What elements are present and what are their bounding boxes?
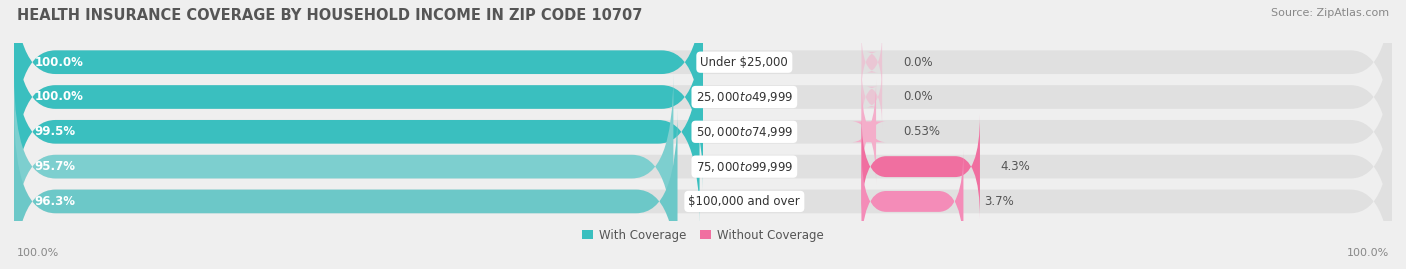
FancyBboxPatch shape (862, 66, 882, 128)
Text: 4.3%: 4.3% (1001, 160, 1031, 173)
FancyBboxPatch shape (14, 109, 1392, 269)
Text: 100.0%: 100.0% (35, 90, 83, 104)
FancyBboxPatch shape (862, 149, 963, 254)
Text: 100.0%: 100.0% (35, 56, 83, 69)
FancyBboxPatch shape (14, 74, 673, 259)
Text: $75,000 to $99,999: $75,000 to $99,999 (696, 160, 793, 174)
FancyBboxPatch shape (14, 109, 678, 269)
Text: 95.7%: 95.7% (35, 160, 76, 173)
Text: HEALTH INSURANCE COVERAGE BY HOUSEHOLD INCOME IN ZIP CODE 10707: HEALTH INSURANCE COVERAGE BY HOUSEHOLD I… (17, 8, 643, 23)
FancyBboxPatch shape (14, 4, 703, 190)
Text: 100.0%: 100.0% (17, 248, 59, 258)
FancyBboxPatch shape (14, 0, 703, 155)
Text: 0.53%: 0.53% (903, 125, 939, 138)
Text: Under $25,000: Under $25,000 (700, 56, 789, 69)
FancyBboxPatch shape (14, 74, 1392, 259)
FancyBboxPatch shape (862, 31, 882, 94)
Text: Source: ZipAtlas.com: Source: ZipAtlas.com (1271, 8, 1389, 18)
Text: $50,000 to $74,999: $50,000 to $74,999 (696, 125, 793, 139)
FancyBboxPatch shape (14, 39, 700, 224)
Text: $25,000 to $49,999: $25,000 to $49,999 (696, 90, 793, 104)
FancyBboxPatch shape (851, 80, 886, 184)
FancyBboxPatch shape (14, 0, 1392, 155)
FancyBboxPatch shape (862, 114, 980, 219)
FancyBboxPatch shape (14, 39, 1392, 224)
Text: 96.3%: 96.3% (35, 195, 76, 208)
Text: $100,000 and over: $100,000 and over (689, 195, 800, 208)
Legend: With Coverage, Without Coverage: With Coverage, Without Coverage (578, 224, 828, 247)
Text: 99.5%: 99.5% (35, 125, 76, 138)
Text: 0.0%: 0.0% (903, 90, 932, 104)
Text: 3.7%: 3.7% (984, 195, 1014, 208)
Text: 100.0%: 100.0% (1347, 248, 1389, 258)
FancyBboxPatch shape (14, 4, 1392, 190)
Text: 0.0%: 0.0% (903, 56, 932, 69)
